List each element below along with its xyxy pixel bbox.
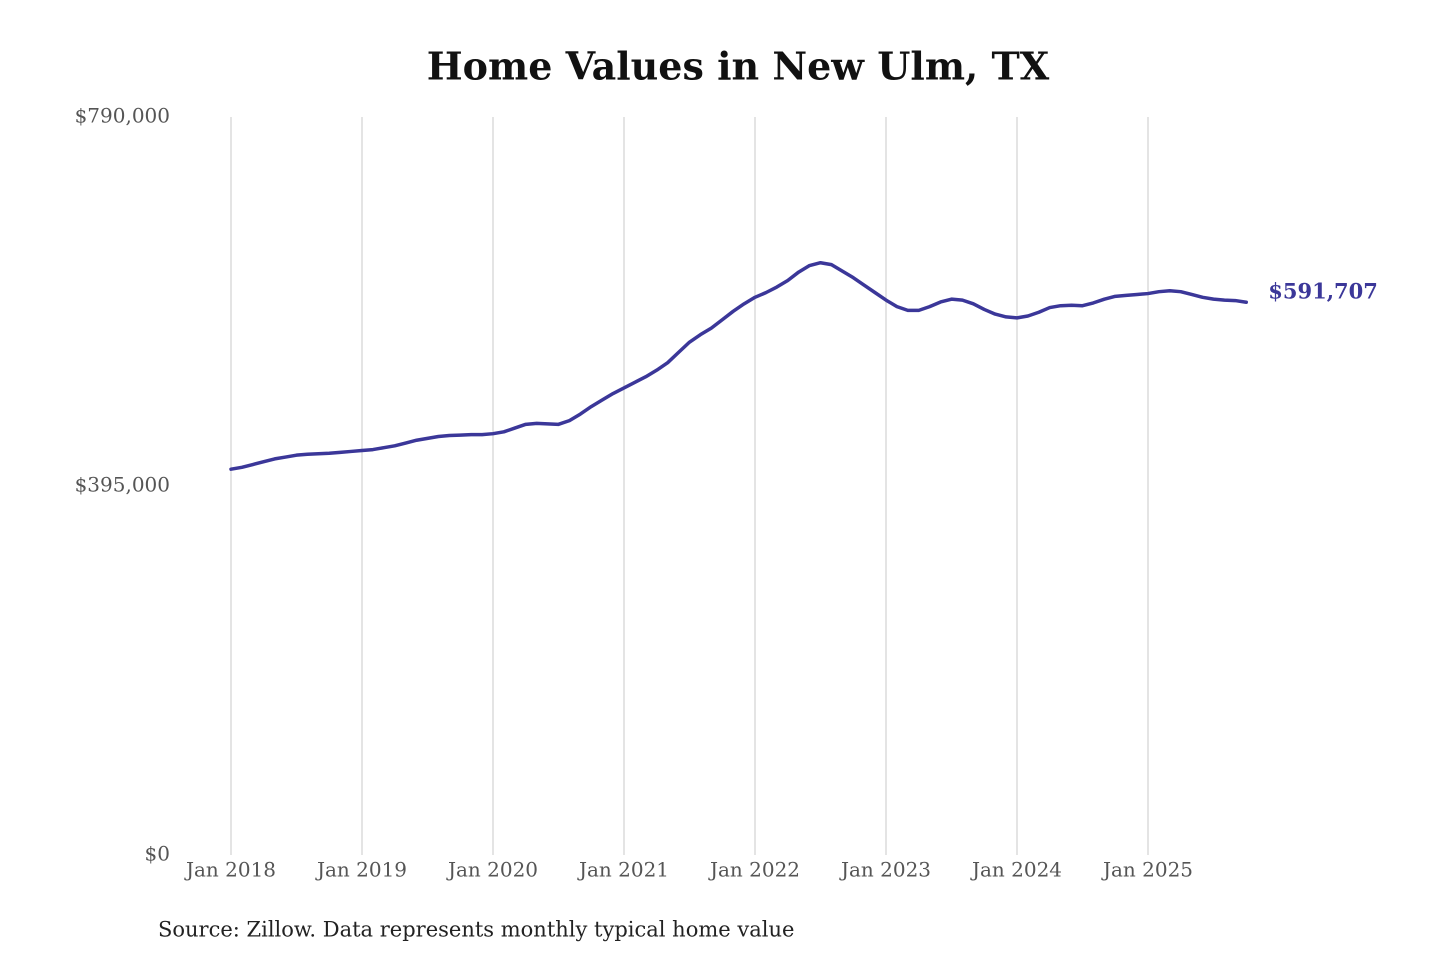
y-tick-label: $0 — [145, 842, 170, 866]
x-tick-label: Jan 2021 — [577, 858, 669, 882]
x-tick-label: Jan 2023 — [839, 858, 931, 882]
x-tick-label: Jan 2025 — [1101, 858, 1193, 882]
x-tick-label: Jan 2024 — [970, 858, 1062, 882]
source-note: Source: Zillow. Data represents monthly … — [158, 918, 794, 942]
y-tick-label: $790,000 — [75, 104, 170, 128]
x-tick-label: Jan 2022 — [708, 858, 800, 882]
data-line — [229, 260, 1248, 471]
end-label: $591,707 — [1268, 279, 1378, 304]
y-tick-label: $395,000 — [75, 473, 170, 497]
x-tick-label: Jan 2018 — [184, 858, 276, 882]
x-tick-label: Jan 2020 — [446, 858, 538, 882]
chart-title: Home Values in New Ulm, TX — [427, 44, 1050, 89]
x-tick-label: Jan 2019 — [315, 858, 407, 882]
